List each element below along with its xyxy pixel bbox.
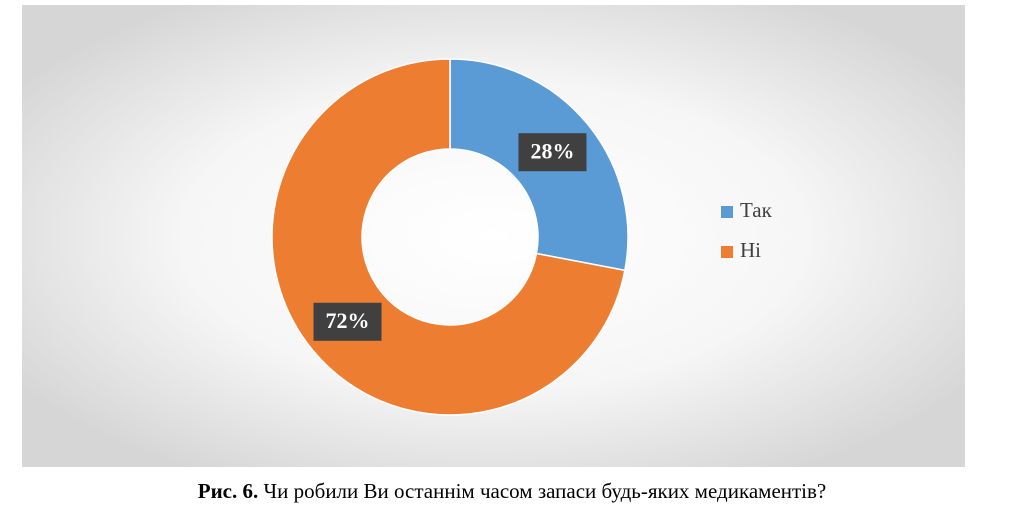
data-label: 72%: [326, 308, 370, 333]
data-label-box: [518, 133, 587, 172]
legend-swatch: [721, 206, 733, 218]
data-label: 28%: [530, 138, 574, 163]
caption-label: Рис. 6.: [198, 479, 259, 503]
data-label-box: [313, 302, 382, 341]
legend-swatch: [721, 246, 733, 258]
legend-label: Ні: [740, 238, 761, 262]
caption-text: Чи робили Ви останнім часом запаси будь-…: [264, 479, 827, 503]
caption: Рис. 6. Чи робили Ви останнім часом запа…: [198, 479, 827, 503]
legend-label: Так: [740, 198, 773, 222]
